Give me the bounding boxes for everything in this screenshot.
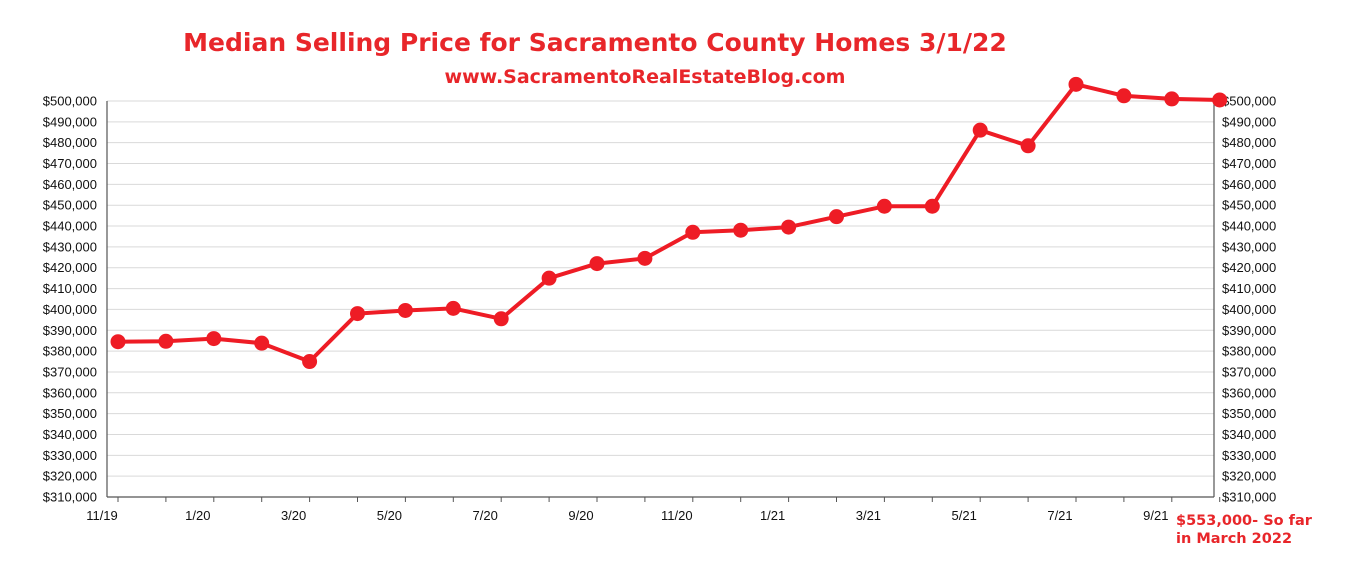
series-median-price [110,76,1228,370]
y-tick-label-left: $310,000 [43,490,97,505]
y-tick-label-left: $400,000 [43,302,97,317]
annotation-line-1: $553,000- So far [1176,513,1312,529]
y-tick-label-right: $410,000 [1222,281,1276,296]
data-point [972,122,988,138]
series-line [117,82,1220,364]
y-tick-label-right: $360,000 [1222,385,1276,400]
y-tick-label-right: $430,000 [1222,239,1276,254]
y-tick-label-left: $360,000 [43,385,97,400]
data-point [302,354,318,370]
y-tick-label-left: $480,000 [43,135,97,150]
data-point [685,224,701,240]
x-tick-label: 11/19 [86,508,118,523]
y-tick-label-left: $420,000 [43,260,97,275]
data-point [781,219,797,235]
y-tick-label-right: $490,000 [1222,114,1276,129]
y-tick-label-right: $420,000 [1222,260,1276,275]
chart-subtitle-url: www.SacramentoRealEstateBlog.com [444,66,846,88]
data-point [254,335,270,351]
data-point [589,256,605,272]
y-tick-label-right: $460,000 [1222,177,1276,192]
data-point [733,222,749,238]
y-tick-label-right: $480,000 [1222,135,1276,150]
y-tick-label-left: $330,000 [43,448,97,463]
y-tick-label-left: $410,000 [43,281,97,296]
y-tick-label-left: $440,000 [43,219,97,234]
y-tick-label-right: $320,000 [1222,469,1276,484]
y-tick-label-left: $370,000 [43,364,97,379]
x-tick-label: 5/20 [377,508,402,523]
data-point [158,333,174,349]
y-tick-label-left: $340,000 [43,427,97,442]
y-tick-label-right: $350,000 [1222,406,1276,421]
x-tick-label: 3/21 [856,508,881,523]
y-tick-label-left: $430,000 [43,239,97,254]
y-tick-label-right: $400,000 [1222,302,1276,317]
y-tick-label-right: $470,000 [1222,156,1276,171]
x-tick-label: 7/20 [473,508,498,523]
data-point [829,209,844,225]
x-tick-label: 5/21 [952,508,977,523]
x-tick-label: 9/21 [1143,508,1168,523]
y-tick-label-right: $500,000 [1222,94,1276,109]
y-tick-label-right: $390,000 [1222,323,1276,338]
y-tick-label-right: $310,000 [1222,490,1276,505]
y-tick-label-left: $380,000 [43,344,97,359]
x-tick-label: 7/21 [1047,508,1072,523]
y-tick-label-left: $450,000 [43,198,97,213]
x-tick-label: 11/20 [661,508,693,523]
y-tick-label-right: $380,000 [1222,344,1276,359]
data-point [493,311,509,327]
data-point [397,302,413,318]
x-axis-labels: 11/19 1/20 3/20 5/20 7/20 9/20 11/20 1/21 3/21 5/… [86,508,1168,523]
y-tick-label-left: $460,000 [43,177,97,192]
data-point [1212,92,1228,108]
data-point [110,334,126,350]
y-tick-label-right: $370,000 [1222,364,1276,379]
data-point [1116,88,1132,104]
data-point [350,306,365,322]
data-point [1164,91,1180,107]
y-tick-label-left: $490,000 [43,114,97,129]
data-point [1068,76,1084,92]
data-point [637,250,653,266]
x-tick-label: 9/20 [568,508,593,523]
data-point [541,270,557,286]
y-axis-left-labels: $500,000 $490,000 $480,000 $470,000 $460,000… [43,94,97,505]
y-tick-label-right: $450,000 [1222,198,1276,213]
y-tick-label-left: $350,000 [43,406,97,421]
gridlines [107,100,1214,498]
data-point [445,300,461,316]
x-tick-label: 1/20 [185,508,210,523]
y-tick-label-left: $320,000 [43,469,97,484]
march-2022-annotation: $553,000- So far in March 2022 [1176,512,1346,548]
y-tick-label-left: $390,000 [43,323,97,338]
x-tick-label: 1/21 [760,508,785,523]
y-axis-right-labels: $500,000 $490,000 $480,000 $470,000 $460,000… [1222,94,1276,505]
y-tick-label-right: $330,000 [1222,448,1276,463]
chart-title: Median Selling Price for Sacramento Coun… [183,28,1007,57]
data-point [206,331,222,347]
x-tick-label: 3/20 [281,508,306,523]
y-tick-label-right: $340,000 [1222,427,1276,442]
y-tick-label-left: $470,000 [43,156,97,171]
y-tick-label-right: $440,000 [1222,219,1276,234]
y-tick-label-left: $500,000 [43,94,97,109]
data-point [924,198,940,214]
axes [106,101,1221,502]
data-point [876,198,892,214]
annotation-line-2: in March 2022 [1176,531,1293,547]
data-point [1020,138,1036,154]
